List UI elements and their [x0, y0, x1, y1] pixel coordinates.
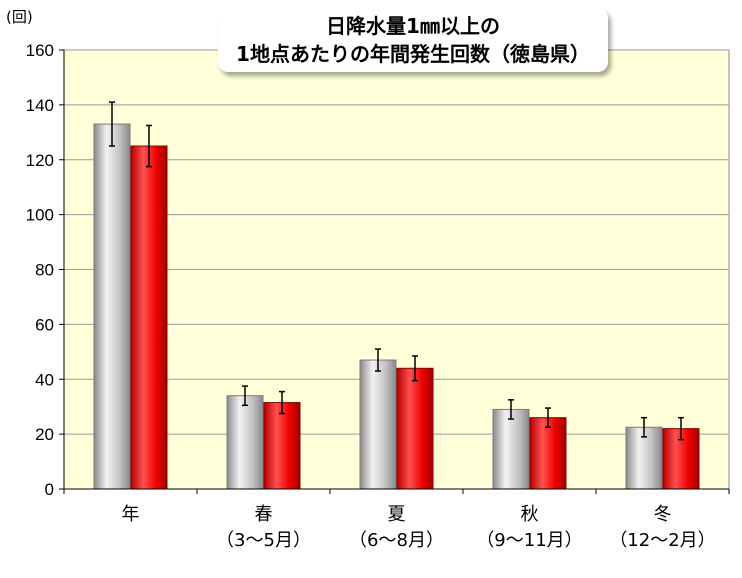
x-axis: 年 春 （3～5月） 夏 （6～8月） 秋 （9～11月） 冬 （12～2月） [63, 488, 730, 551]
bar [529, 417, 567, 490]
x-tick-sublabel: （12～2月） [609, 530, 715, 551]
y-tick-label: 120 [26, 151, 54, 170]
bar [226, 395, 264, 490]
x-tick-sublabel: （9～11月） [476, 530, 582, 551]
x-tick-label: 夏 [388, 504, 406, 525]
chart-title: 日降水量1㎜以上の 1地点あたりの年間発生回数（徳島県） [218, 8, 608, 72]
x-tick-label: 冬 [654, 504, 672, 525]
y-tick-label: 160 [26, 41, 54, 60]
bar [492, 408, 530, 490]
x-tick-label: 年 [122, 504, 140, 525]
bars [93, 101, 700, 490]
x-tick-sublabel: （3～5月） [216, 530, 311, 551]
grid-lines [64, 49, 729, 435]
y-tick-label: 140 [26, 96, 54, 115]
bar [263, 402, 301, 490]
bar [359, 359, 397, 490]
chart-title-line2: 1地点あたりの年間発生回数（徳島県） [236, 42, 590, 66]
y-tick-label: 0 [45, 480, 54, 499]
bar [396, 367, 434, 490]
y-tick-label: 100 [26, 206, 54, 225]
bar [93, 123, 131, 490]
y-axis-unit: (回) [6, 8, 33, 26]
y-tick-label: 60 [35, 315, 54, 334]
x-tick-label: 春 [255, 504, 273, 525]
y-axis: 0 20 40 60 80 100 120 140 160 [26, 41, 65, 499]
x-tick-sublabel: （6～8月） [349, 530, 444, 551]
bar [130, 145, 168, 490]
y-tick-label: 80 [35, 261, 54, 280]
x-tick-label: 秋 [521, 504, 539, 525]
y-tick-label: 40 [35, 370, 54, 389]
chart-title-line1: 日降水量1㎜以上の [326, 14, 500, 38]
y-tick-label: 20 [35, 425, 54, 444]
